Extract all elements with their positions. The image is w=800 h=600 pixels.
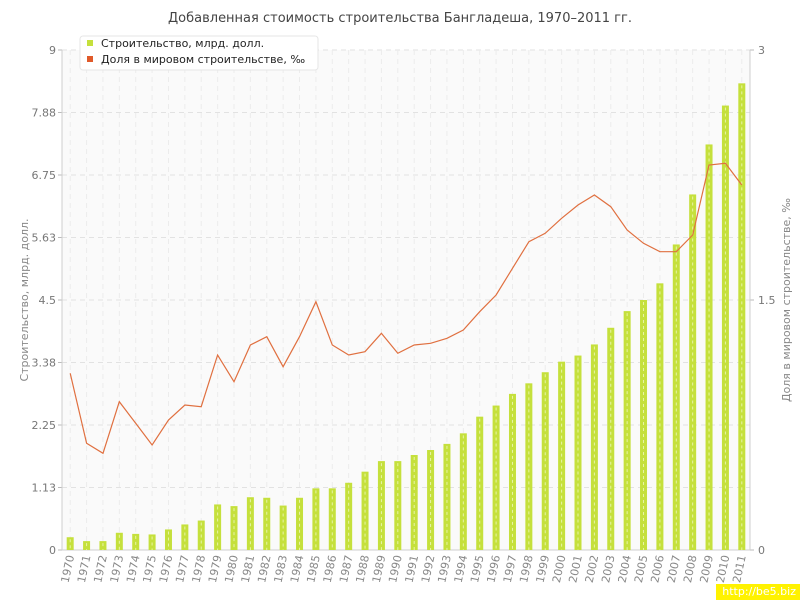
y-tick-label-right: 1.5	[758, 294, 776, 307]
y-tick-label-left: 6.75	[32, 169, 57, 182]
x-tick-label: 1988	[353, 554, 372, 584]
x-tick-label: 1987	[337, 554, 356, 584]
bar	[525, 383, 533, 550]
y-tick-label-right: 0	[758, 544, 765, 557]
x-tick-label: 2002	[583, 554, 602, 584]
legend-swatch-bar	[87, 40, 93, 46]
chart-title: Добавленная стоимость строительства Банг…	[168, 11, 632, 26]
bar	[738, 83, 746, 550]
bar	[312, 488, 320, 550]
x-tick-label: 2007	[665, 554, 684, 584]
line-series	[69, 162, 743, 455]
x-tick-label: 1998	[517, 554, 536, 584]
x-tick-label: 1997	[501, 554, 520, 584]
x-tick-label: 2008	[681, 554, 700, 584]
x-tick-label: 2003	[599, 554, 618, 584]
y-tick-label-left: 7.88	[32, 107, 57, 120]
x-tick-label: 2005	[632, 554, 651, 584]
x-tick-label: 1970	[59, 554, 78, 584]
x-tick-label: 1978	[190, 554, 209, 584]
bar	[721, 105, 729, 551]
y-tick-label-right: 3	[758, 44, 765, 57]
legend-box	[79, 35, 319, 71]
bar-series	[66, 83, 746, 551]
x-tick-label: 1993	[435, 554, 454, 584]
x-tick-label: 2011	[730, 554, 749, 584]
bar	[623, 311, 631, 550]
legend-label-bar: Строительство, млрд. долл.	[101, 37, 264, 50]
x-tick-label: 2001	[566, 554, 585, 584]
y-axis-left-label: Строительство, млрд. долл.	[18, 218, 31, 381]
x-tick-label: 1981	[239, 554, 258, 584]
bar	[148, 534, 156, 550]
x-tick-label: 1986	[321, 554, 340, 584]
x-tick-label: 1972	[91, 554, 110, 584]
x-tick-label: 1984	[288, 554, 307, 584]
x-tick-label: 1971	[75, 554, 94, 584]
bar	[410, 455, 418, 550]
x-tick-label: 1999	[534, 554, 553, 584]
x-tick-label: 1982	[255, 554, 274, 584]
y-tick-label-left: 2.25	[32, 419, 57, 432]
x-tick-label: 1973	[108, 554, 127, 584]
x-tick-label: 1976	[157, 554, 176, 584]
x-tick-label: 1974	[124, 554, 143, 584]
y-tick-label-left: 1.13	[32, 482, 57, 495]
x-tick-label: 1994	[452, 554, 471, 584]
y-tick-label-left: 0	[49, 544, 56, 557]
legend-swatch-line	[87, 56, 93, 62]
x-tick-label: 1996	[484, 554, 503, 584]
bar	[574, 355, 582, 550]
y-tick-label-left: 4.5	[39, 294, 57, 307]
x-tick-label: 1977	[173, 554, 192, 584]
tick-labels: 01.132.253.384.55.636.757.88901.53197019…	[32, 44, 776, 584]
x-tick-label: 1995	[468, 554, 487, 584]
y-tick-label-left: 9	[49, 44, 56, 57]
legend: Строительство, млрд. долл. Доля в мирово…	[79, 35, 319, 71]
x-tick-label: 1992	[419, 554, 438, 584]
y-tick-label-left: 5.63	[32, 232, 57, 245]
x-tick-label: 1990	[386, 554, 405, 584]
series-line	[69, 162, 743, 455]
x-tick-label: 2004	[616, 554, 635, 584]
watermark-link[interactable]: http://be5.biz	[716, 584, 800, 600]
x-tick-label: 1983	[272, 554, 291, 584]
bar	[328, 488, 336, 550]
bar	[656, 283, 664, 550]
y-axis-right-label: Доля в мировом строительстве, ‰	[780, 198, 793, 402]
bar	[508, 393, 516, 550]
x-tick-label: 2010	[714, 554, 733, 584]
x-tick-label: 1979	[206, 554, 225, 584]
bar	[590, 344, 598, 550]
x-tick-label: 2000	[550, 554, 569, 584]
x-tick-label: 1985	[304, 554, 323, 584]
y-tick-label-left: 3.38	[32, 357, 57, 370]
legend-label-line: Доля в мировом строительстве, ‰	[101, 53, 305, 66]
x-tick-label: 1989	[370, 554, 389, 584]
x-tick-label: 1991	[403, 554, 422, 584]
bar	[443, 443, 451, 550]
x-tick-label: 2009	[697, 554, 716, 584]
bar	[476, 416, 484, 550]
bar	[492, 405, 500, 550]
x-tick-label: 1975	[140, 554, 159, 584]
axes	[58, 49, 754, 551]
x-tick-label: 2006	[648, 554, 667, 584]
x-tick-label: 1980	[222, 554, 241, 584]
bar	[66, 537, 74, 550]
bar	[181, 524, 189, 550]
